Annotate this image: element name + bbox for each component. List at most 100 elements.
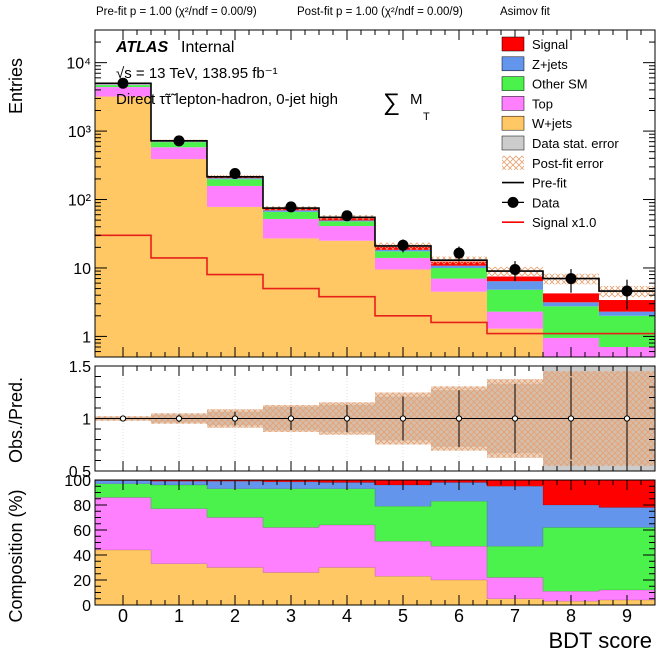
- internal-label: Internal: [181, 39, 234, 56]
- bar-w-jets: [263, 238, 319, 357]
- y-tick-label: 1: [82, 329, 91, 346]
- bar-top: [319, 226, 375, 241]
- sum-mt-label: M: [410, 91, 423, 108]
- legend-label-data: Data: [532, 195, 560, 210]
- ratio-point: [455, 415, 463, 422]
- bar-other-sm: [431, 267, 487, 279]
- comp-bar-top: [151, 508, 207, 564]
- legend-label-post-fit-error: Post-fit error: [532, 156, 604, 171]
- comp-y-tick-label: 20: [73, 573, 91, 590]
- comp-bar-other-sm: [431, 501, 487, 547]
- bar-top: [95, 87, 151, 97]
- comp-bar-z-jets: [487, 486, 543, 547]
- top-stack: [95, 77, 655, 357]
- ratio-point: [623, 415, 631, 422]
- bar-w-jets: [95, 96, 151, 357]
- x-tick-label: 5: [398, 606, 408, 626]
- bar-top: [263, 218, 319, 239]
- ratio-y-tick-label: 1: [82, 412, 91, 429]
- data-point: [453, 247, 465, 259]
- x-tick-label: 9: [622, 606, 632, 626]
- comp-y-tick-label: 0: [82, 598, 91, 615]
- atlas-label: ATLAS: [115, 39, 168, 56]
- bar-z-jets: [487, 281, 543, 290]
- data-point: [117, 77, 129, 89]
- comp-bar-other-sm: [599, 527, 655, 590]
- ratio-point: [287, 415, 295, 422]
- x-tick-label: 0: [118, 606, 128, 626]
- legend-swatch-post-fit-error: [502, 155, 524, 170]
- data-point: [565, 273, 577, 285]
- fit-mode: Asimov fit: [500, 6, 551, 18]
- comp-bar-top: [319, 525, 375, 568]
- y-tick-label: 10³: [68, 124, 92, 141]
- data-point: [341, 210, 353, 222]
- comp-bar-other-sm: [151, 485, 207, 509]
- legend: Signal Z+jets Other SM Top W+jets Data stat. …: [501, 36, 619, 230]
- data-point: [397, 239, 409, 251]
- x-tick-label: 6: [454, 606, 464, 626]
- bar-z-jets: [543, 302, 599, 307]
- bar-w-jets: [375, 269, 431, 357]
- comp-bar-top: [487, 577, 543, 599]
- comp-boundary-line: [95, 497, 655, 592]
- comp-bar-top: [95, 497, 151, 550]
- bar-other-sm: [487, 289, 543, 312]
- energy-lumi-label: √s = 13 TeV, 138.95 fb⁻¹: [116, 65, 278, 82]
- bar-top: [431, 278, 487, 292]
- comp-bar-z-jets: [375, 485, 431, 507]
- comp-bar-z-jets: [543, 505, 599, 528]
- data-point: [621, 285, 633, 297]
- ratio-point: [567, 415, 575, 422]
- legend-label-other-sm: Other SM: [532, 77, 588, 92]
- comp-y-tick-label: 100: [64, 473, 91, 490]
- ratio-y-tick-label: 1.5: [69, 359, 91, 376]
- comp-bar-other-sm: [263, 488, 319, 528]
- y-tick-label: 10²: [68, 193, 92, 210]
- bar-w-jets: [151, 159, 207, 357]
- comp-bar-other-sm: [319, 488, 375, 525]
- x-tick-label: 7: [510, 606, 520, 626]
- legend-swatch-data-stat-error: [501, 135, 525, 151]
- bar-other-sm: [375, 251, 431, 258]
- bar-z-jets: [431, 265, 487, 268]
- bar-w-jets: [319, 240, 375, 357]
- comp-y-tick-label: 40: [73, 548, 91, 565]
- ratio-point: [343, 415, 351, 422]
- axes: 0 1 2 3 4 5 6 7 8 9 1 10 10² 10³ 10⁴ 0.5 1 1.5 0 20 40 60 80 10…: [64, 29, 656, 626]
- sum-symbol: ∑: [383, 89, 400, 116]
- legend-label-signal: Signal: [532, 37, 568, 52]
- region-label: Direct τ̃τ̃ lepton-hadron, 0-jet high: [116, 91, 338, 108]
- legend-swatch-other-sm: [501, 76, 525, 91]
- bar-other-sm: [263, 211, 319, 219]
- y-tick-label: 10⁴: [66, 56, 91, 73]
- bar-other-sm: [543, 306, 599, 338]
- top-ylabel: Entries: [6, 58, 26, 114]
- legend-swatch-signal: [501, 36, 525, 52]
- bar-signal: [543, 293, 599, 303]
- comp-bar-z-jets: [431, 482, 487, 502]
- legend-swatch-z-jets: [501, 56, 525, 72]
- comp-bar-z-jets: [599, 507, 655, 528]
- composition-stack: [95, 480, 655, 605]
- sum-mt-subscript: T: [423, 111, 430, 123]
- comp-bar-top: [263, 527, 319, 573]
- comp-bar-top: [207, 517, 263, 568]
- comp-bar-other-sm: [487, 546, 543, 578]
- prefit-line: [95, 82, 655, 292]
- bar-z-jets: [599, 311, 655, 316]
- comp-bar-top: [375, 541, 431, 577]
- ratio-point: [399, 415, 407, 422]
- x-tick-label: 1: [174, 606, 184, 626]
- comp-bar-other-sm: [375, 506, 431, 542]
- bar-other-sm: [207, 179, 263, 186]
- x-tick-label: 2: [230, 606, 240, 626]
- comp-bar-other-sm: [543, 527, 599, 592]
- legend-marker-data: [507, 196, 519, 208]
- bar-w-jets: [207, 206, 263, 357]
- legend-label-pre-fit: Pre-fit: [532, 176, 567, 191]
- y-tick-label: 10: [73, 261, 91, 278]
- legend-label-top: Top: [532, 96, 553, 111]
- x-tick-label: 3: [286, 606, 296, 626]
